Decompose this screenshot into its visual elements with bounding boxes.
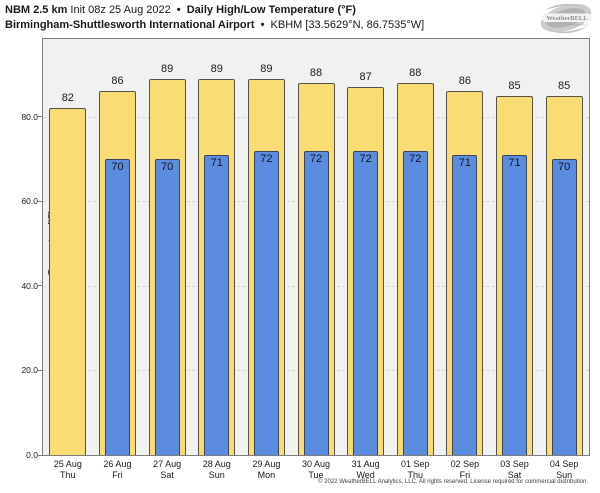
x-tick-day: Sat xyxy=(160,469,174,480)
y-tick-mark xyxy=(38,200,43,202)
x-tick-day: Thu xyxy=(60,469,76,480)
y-tick-label: 20.0 xyxy=(21,365,38,376)
logo-subtext: Analytics LLC xyxy=(571,23,588,27)
station-id-coords: KBHM [33.5629°N, 86.7535°W] xyxy=(270,19,425,31)
x-tick-date: 27 Aug xyxy=(153,459,182,469)
chart-title: Daily High/Low Temperature (°F) xyxy=(186,4,356,16)
low-value-label: 72 xyxy=(359,152,372,165)
low-bar xyxy=(402,150,428,455)
x-tick-label: 28 Aug Sun xyxy=(192,459,242,480)
low-bar xyxy=(253,150,279,455)
low-bar xyxy=(452,154,478,455)
copyright-text: © 2022 WeatherBELL Analytics, LLC. All r… xyxy=(318,479,588,485)
x-tick-day: Fri xyxy=(112,469,123,480)
x-tick-day: Tue xyxy=(308,469,324,480)
x-tick-label: 30 Aug Tue xyxy=(291,459,341,480)
high-value-label: 88 xyxy=(309,66,323,79)
x-tick-day: Sat xyxy=(507,469,522,480)
low-bar xyxy=(104,159,130,455)
high-bar xyxy=(49,108,87,455)
x-tick-date: 03 Sep xyxy=(500,459,529,469)
low-value-label: 70 xyxy=(160,161,174,174)
low-value-label: 71 xyxy=(210,156,223,169)
x-tick-label: 26 Aug Fri xyxy=(93,459,143,480)
title-separator: • xyxy=(176,4,181,16)
x-tick-label: 04 Sep Sun xyxy=(539,459,589,480)
y-tick-label: 0.0 xyxy=(26,450,38,460)
y-tick-mark xyxy=(38,285,43,287)
y-tick-label: 80.0 xyxy=(21,111,38,122)
low-value-label: 70 xyxy=(111,161,124,174)
low-value-label: 71 xyxy=(458,156,472,169)
low-bar xyxy=(303,150,329,455)
weatherbell-swirl-icon: WeatherBELL Analytics LLC xyxy=(540,3,592,34)
y-tick-mark xyxy=(38,369,43,371)
init-time: Init 08z 25 Aug 2022 xyxy=(70,4,171,16)
y-tick-label: 60.0 xyxy=(21,196,38,207)
x-tick-date: 31 Aug xyxy=(351,459,380,469)
chart-header: NBM 2.5 km Init 08z 25 Aug 2022 • Daily … xyxy=(5,3,424,33)
chart-frame: 0.0 20.0 40.0 60.0 80.0 82 25 Aug Thu 86 70 26 Aug… xyxy=(21,38,590,480)
x-tick-date: 29 Aug xyxy=(252,459,281,469)
high-value-label: 86 xyxy=(111,75,124,88)
low-bar xyxy=(551,159,577,455)
low-bar xyxy=(204,154,230,455)
x-tick-date: 26 Aug xyxy=(103,459,132,469)
x-tick-day: Fri xyxy=(459,469,471,480)
x-tick-date: 25 Aug xyxy=(53,459,82,469)
x-tick-label: 31 Aug Wed xyxy=(341,459,391,480)
x-tick-label: 25 Aug Thu xyxy=(43,459,93,480)
y-tick-mark xyxy=(38,454,43,456)
low-value-label: 72 xyxy=(309,152,323,165)
subtitle-separator: • xyxy=(260,19,265,31)
y-tick-label: 40.0 xyxy=(21,280,38,291)
x-tick-date: 30 Aug xyxy=(301,459,330,469)
high-value-label: 85 xyxy=(558,79,571,92)
title-line: NBM 2.5 km Init 08z 25 Aug 2022 • Daily … xyxy=(5,3,424,18)
high-value-label: 88 xyxy=(409,66,422,79)
low-bar xyxy=(502,154,528,455)
high-value-label: 82 xyxy=(61,92,74,105)
low-value-label: 72 xyxy=(409,152,422,165)
x-tick-label: 27 Aug Sat xyxy=(142,459,192,480)
x-tick-day: Sun xyxy=(208,469,225,480)
low-bar xyxy=(154,159,180,455)
low-value-label: 72 xyxy=(260,152,273,165)
high-value-label: 89 xyxy=(160,62,174,75)
low-value-label: 71 xyxy=(508,156,521,169)
x-tick-label: 02 Sep Fri xyxy=(440,459,490,480)
x-tick-day: Sun xyxy=(556,469,573,480)
x-tick-date: 28 Aug xyxy=(202,459,231,469)
low-bar xyxy=(353,150,379,455)
x-tick-day: Mon xyxy=(257,469,276,480)
x-tick-label: 29 Aug Mon xyxy=(242,459,292,480)
x-tick-label: 03 Sep Sat xyxy=(490,459,540,480)
x-tick-label: 01 Sep Thu xyxy=(390,459,440,480)
x-tick-day: Wed xyxy=(356,469,375,480)
high-value-label: 89 xyxy=(210,62,223,75)
high-value-label: 89 xyxy=(260,62,273,75)
weatherbell-logo: WeatherBELL Analytics LLC xyxy=(535,1,597,36)
high-value-label: 87 xyxy=(359,71,372,84)
x-tick-date: 04 Sep xyxy=(549,459,579,469)
x-tick-day: Thu xyxy=(407,469,424,480)
low-value-label: 70 xyxy=(558,161,571,174)
x-tick-date: 01 Sep xyxy=(401,459,430,469)
station-name: Birmingham-Shuttlesworth International A… xyxy=(5,19,255,31)
logo-text: WeatherBELL xyxy=(546,15,588,22)
x-tick-date: 02 Sep xyxy=(450,459,480,469)
high-value-label: 85 xyxy=(508,79,521,92)
plot-area: 0.0 20.0 40.0 60.0 80.0 82 25 Aug Thu 86 70 26 Aug… xyxy=(21,39,589,480)
y-tick-mark xyxy=(38,116,43,118)
high-value-label: 86 xyxy=(458,75,472,88)
subtitle-line: Birmingham-Shuttlesworth International A… xyxy=(5,18,424,33)
product-name: NBM 2.5 km xyxy=(5,4,68,16)
